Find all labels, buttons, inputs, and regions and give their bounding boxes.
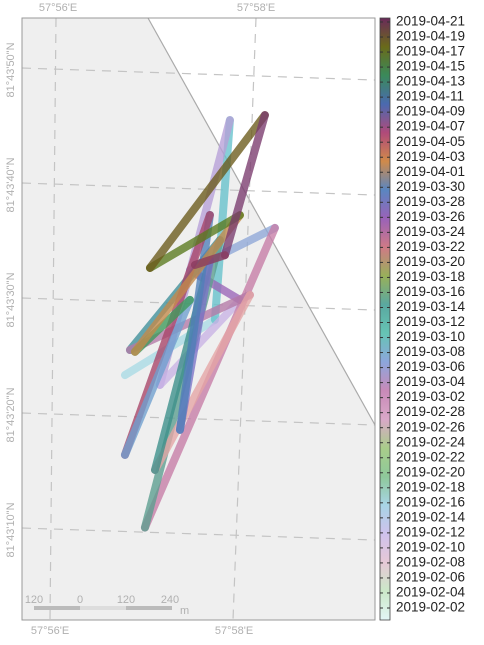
colorbar-label: 2019-03-12 <box>396 314 465 329</box>
lat-label: 81°43'50"N <box>5 42 17 97</box>
meridian <box>49 18 57 620</box>
colorbar-label: 2019-03-10 <box>396 329 465 344</box>
colorbar-label: 2019-02-14 <box>396 509 466 524</box>
colorbar-label: 2019-04-09 <box>396 104 465 119</box>
colorbar-label: 2019-02-12 <box>396 524 465 539</box>
colorbar-label: 2019-03-28 <box>396 194 465 209</box>
graticule <box>22 18 375 620</box>
lon-label: 57°56'E <box>39 2 77 14</box>
lat-label: 81°43'40"N <box>5 157 17 212</box>
colorbar-label: 2019-02-28 <box>396 404 465 419</box>
meridian <box>232 18 257 620</box>
colorbar-label: 2019-04-15 <box>396 59 465 74</box>
parallel <box>22 182 375 196</box>
track-segment <box>175 210 214 434</box>
lat-label: 81°43'30"N <box>5 272 17 327</box>
scale-segment <box>80 606 126 610</box>
track-segment <box>130 211 244 356</box>
lat-label: 81°43'20"N <box>5 387 17 442</box>
colorbar-label: 2019-02-26 <box>396 419 465 434</box>
colorbar-label: 2019-03-30 <box>396 179 465 194</box>
track-segment <box>140 223 279 532</box>
lon-label: 57°58'E <box>215 625 253 637</box>
colorbar-label: 2019-04-21 <box>396 14 465 29</box>
colorbar-label: 2019-03-22 <box>396 239 465 254</box>
colorbar-label: 2019-02-16 <box>396 494 465 509</box>
colorbar-label: 2019-04-01 <box>396 164 465 179</box>
scale-label: 120 <box>25 594 43 606</box>
colorbar-label: 2019-04-19 <box>396 29 465 44</box>
scale-label: 240 <box>161 594 179 606</box>
colorbar-label: 2019-02-08 <box>396 554 465 569</box>
track-segment <box>155 295 244 389</box>
colorbar-label: 2019-03-02 <box>396 389 465 404</box>
track-segment <box>120 295 194 459</box>
colorbar-label: 2019-03-14 <box>396 299 466 314</box>
colorbar-label: 2019-02-18 <box>396 479 465 494</box>
track-segment <box>150 290 254 474</box>
scale-bar: 120 0 120 240 m <box>25 594 189 617</box>
colorbar-label: 2019-02-04 <box>396 585 466 600</box>
track-segment <box>145 111 269 272</box>
tracks <box>120 111 279 532</box>
colorbar-label: 2019-04-17 <box>396 44 465 59</box>
lat-label: 81°43'10"N <box>5 502 17 557</box>
colorbar <box>379 17 391 621</box>
scale-unit: m <box>180 605 189 617</box>
track-segment <box>145 211 244 272</box>
colorbar-label: 2019-03-18 <box>396 269 465 284</box>
colorbar-label: 2019-03-16 <box>396 284 465 299</box>
lon-label: 57°56'E <box>31 625 69 637</box>
coastline <box>147 17 376 426</box>
colorbar-label: 2019-03-20 <box>396 254 465 269</box>
scale-label: 120 <box>117 594 135 606</box>
colorbar-label: 2019-04-13 <box>396 74 465 89</box>
colorbar-label: 2019-03-24 <box>396 224 466 239</box>
colorbar-label: 2019-03-08 <box>396 344 465 359</box>
colorbar-label: 2019-02-06 <box>396 570 465 585</box>
colorbar-label: 2019-03-06 <box>396 359 465 374</box>
map-frame <box>21 17 376 621</box>
colorbar-label: 2019-02-24 <box>396 434 466 449</box>
colorbar-label: 2019-04-11 <box>396 89 464 104</box>
colorbar-label: 2019-03-04 <box>396 374 466 389</box>
track-segment <box>190 251 229 269</box>
parallel <box>22 67 375 81</box>
track-segment <box>220 111 269 260</box>
colorbar-label: 2019-03-26 <box>396 209 465 224</box>
colorbar-label: 2019-02-10 <box>396 539 465 554</box>
colorbar-label: 2019-02-20 <box>396 464 465 479</box>
parallel <box>22 527 375 541</box>
colorbar-label: 2019-02-22 <box>396 449 465 464</box>
scale-label: 0 <box>77 594 83 606</box>
lon-label: 57°58'E <box>237 2 275 14</box>
colorbar-label: 2019-04-03 <box>396 149 465 164</box>
colorbar-label: 2019-04-05 <box>396 134 465 149</box>
scale-segment <box>126 606 172 610</box>
colorbar-label: 2019-04-07 <box>396 119 465 134</box>
colorbar-label: 2019-02-02 <box>396 600 465 615</box>
scale-segment <box>34 606 80 610</box>
parallel <box>22 412 375 426</box>
